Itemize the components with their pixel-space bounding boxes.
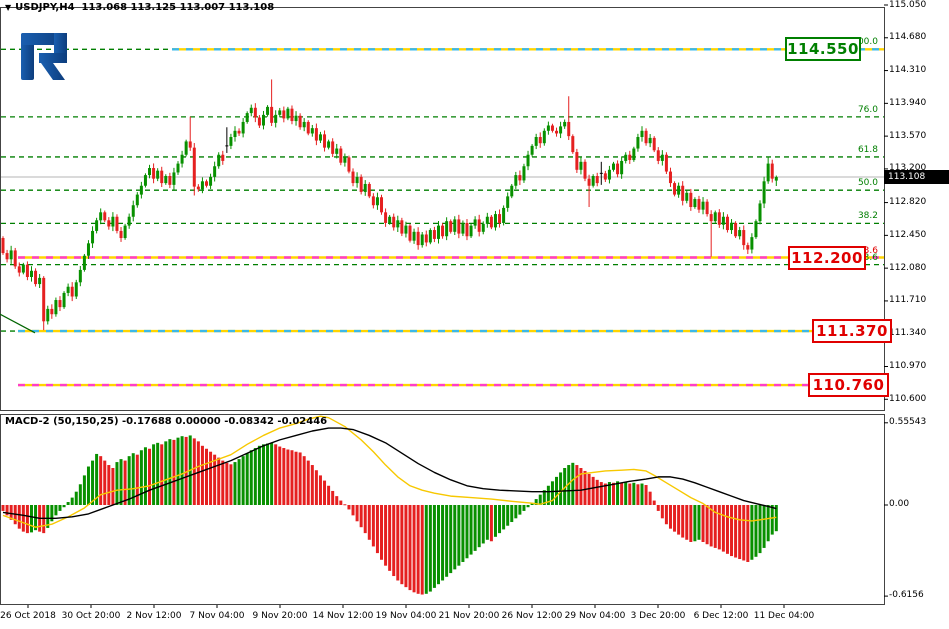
fib-percent-label: 38.2 <box>857 211 878 222</box>
macd-axis-zero-label: 0.00 <box>889 499 910 509</box>
price-level-box[interactable]: 114.550 <box>785 37 861 62</box>
fib-percent-label: 23.6 <box>857 252 878 263</box>
symbol-period-label: USDJPY,H4 <box>15 2 75 13</box>
price-axis-label: 115.050 <box>889 0 927 10</box>
chart-title: ▼ USDJPY,H4 113.068 113.125 113.007 113.1… <box>5 2 274 13</box>
fib-percent-label: 100.0 <box>852 37 878 48</box>
price-axis-label: 113.200 <box>889 163 927 174</box>
time-axis-label: 7 Nov 04:00 <box>189 611 245 621</box>
price-axis-label: 112.080 <box>889 262 927 273</box>
chevron-down-icon[interactable]: ▼ <box>5 3 12 12</box>
time-axis-label: 6 Dec 12:00 <box>693 611 749 621</box>
price-axis-label: 113.940 <box>889 97 927 108</box>
time-axis-label: 26 Oct 2018 <box>0 611 56 621</box>
fib-percent-label: 61.8 <box>857 144 878 155</box>
current-price-tag: 113.108 <box>884 170 949 184</box>
time-axis-label: 21 Nov 20:00 <box>438 611 500 621</box>
price-level-box[interactable]: 111.370 <box>812 319 892 344</box>
fib-percent-label: 76.0 <box>857 104 878 115</box>
time-axis-label: 26 Nov 12:00 <box>501 611 563 621</box>
time-axis-label: 19 Nov 04:00 <box>375 611 437 621</box>
macd-indicator-label: MACD-2 (50,150,25) -0.17688 0.00000 -0.0… <box>5 416 328 427</box>
time-axis-label: 29 Nov 04:00 <box>564 611 626 621</box>
price-axis-label: 110.970 <box>889 360 927 371</box>
time-axis-label: 11 Dec 04:00 <box>753 611 815 621</box>
time-axis-label: 30 Oct 20:00 <box>61 611 121 621</box>
time-axis-label: 2 Nov 12:00 <box>126 611 182 621</box>
price-level-box[interactable]: 112.200 <box>788 245 866 270</box>
price-axis-label: 114.680 <box>889 32 927 43</box>
macd-axis-max-label: 0.55543 <box>889 417 927 427</box>
price-axis-label: 112.450 <box>889 229 927 240</box>
price-axis-label: 111.340 <box>889 328 927 339</box>
broker-logo-icon <box>21 33 67 80</box>
time-axis-label: 9 Nov 20:00 <box>252 611 308 621</box>
price-level-box[interactable]: 110.760 <box>808 373 889 398</box>
price-axis-label: 111.710 <box>889 295 927 306</box>
macd-axis-min-label: -0.6156 <box>889 590 924 600</box>
price-axis-label: 110.600 <box>889 393 927 404</box>
price-axis-label: 114.310 <box>889 65 927 76</box>
price-axis-label: 113.570 <box>889 130 927 141</box>
time-axis-label: 14 Nov 12:00 <box>312 611 374 621</box>
fib-percent-label: 23.6 <box>857 245 878 256</box>
price-axis-label: 112.820 <box>889 197 927 208</box>
time-axis-label: 3 Dec 20:00 <box>630 611 686 621</box>
ohlc-values: 113.068 113.125 113.007 113.108 <box>81 2 275 13</box>
fib-percent-label: 50.0 <box>857 178 878 189</box>
